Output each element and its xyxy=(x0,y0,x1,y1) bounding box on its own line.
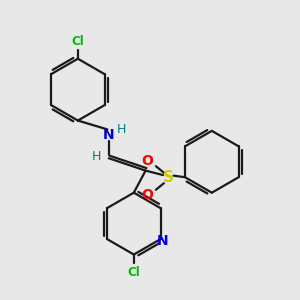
Text: N: N xyxy=(103,128,115,142)
Text: H: H xyxy=(116,123,126,136)
Text: O: O xyxy=(142,188,154,202)
Text: Cl: Cl xyxy=(71,35,84,48)
Text: S: S xyxy=(163,170,174,185)
Text: O: O xyxy=(142,154,154,168)
Text: H: H xyxy=(92,150,101,163)
Text: N: N xyxy=(157,233,169,248)
Text: Cl: Cl xyxy=(128,266,140,279)
